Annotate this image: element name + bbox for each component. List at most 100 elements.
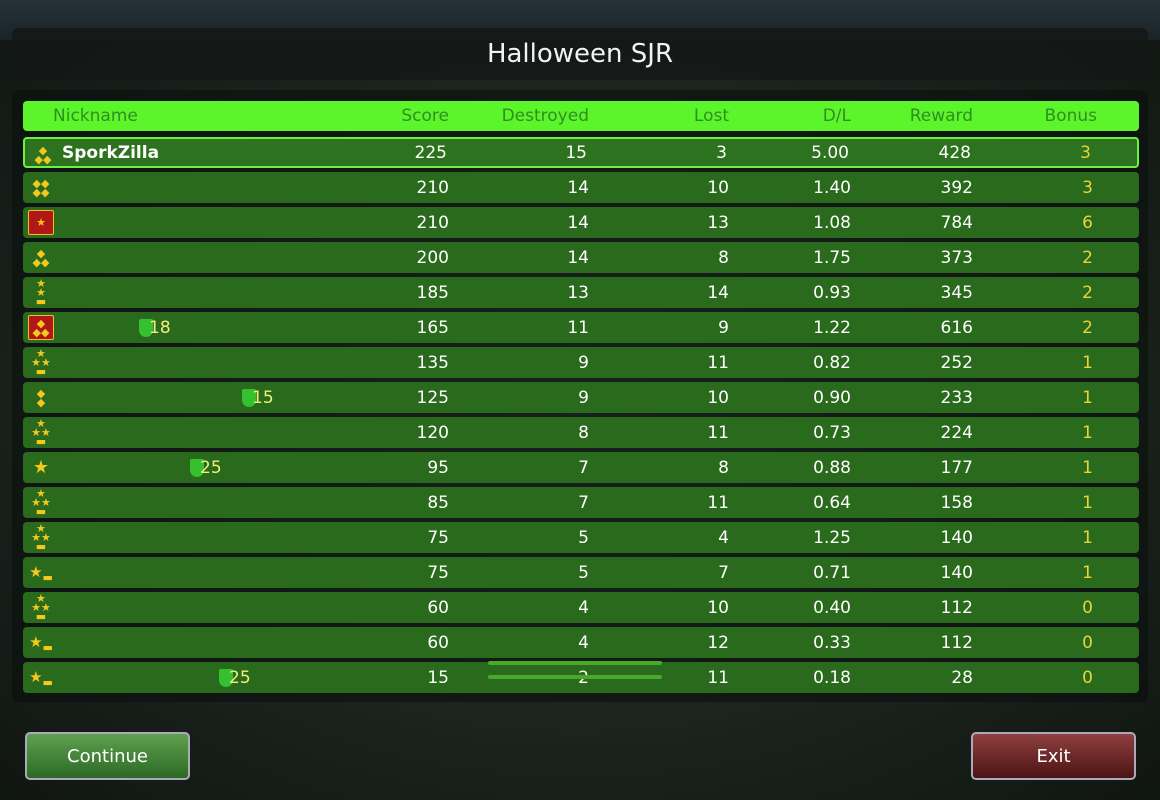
reward-cell: 177 [940, 457, 973, 478]
reward-cell: 428 [938, 142, 971, 163]
shield-icon [219, 668, 233, 687]
table-row[interactable]: ★ ★★ ▬ 60 4 10 0.40 112 0 [23, 592, 1139, 623]
table-row[interactable]: ★ ★★ ▬ 135 9 11 0.82 252 1 [23, 347, 1139, 378]
score-cell: 120 [416, 422, 449, 443]
progress-line [488, 675, 662, 679]
score-cell: 185 [416, 282, 449, 303]
lost-cell: 8 [718, 247, 729, 268]
bonus-cell: 1 [1082, 527, 1093, 548]
table-header: Nickname Score Destroyed Lost D/L Reward… [23, 101, 1139, 131]
bonus-cell: 3 [1082, 177, 1093, 198]
continue-button[interactable]: Continue [25, 732, 190, 780]
score-cell: 75 [427, 562, 449, 583]
destroyed-cell: 14 [567, 247, 589, 268]
lost-cell: 12 [707, 632, 729, 653]
table-row[interactable]: ★ ★★ ▬ 75 5 4 1.25 140 1 [23, 522, 1139, 553]
score-cell: 135 [416, 352, 449, 373]
table-row[interactable]: ◆ ◆◆ 200 14 8 1.75 373 2 [23, 242, 1139, 273]
rank-star-bar-icon: ★ ▬ [29, 633, 53, 654]
rank-3-stars-bar-icon: ★ ★★ ▬ [31, 417, 51, 448]
rank-3-stars-bar-icon: ★ ★★ ▬ [31, 522, 51, 553]
level-badge: 25 [190, 458, 222, 478]
destroyed-cell: 7 [578, 492, 589, 513]
bonus-cell: 2 [1082, 282, 1093, 303]
lost-cell: 11 [707, 492, 729, 513]
lost-cell: 3 [716, 142, 727, 163]
bonus-cell: 1 [1082, 352, 1093, 373]
destroyed-cell: 5 [578, 562, 589, 583]
destroyed-cell: 7 [578, 457, 589, 478]
destroyed-cell: 13 [567, 282, 589, 303]
destroyed-cell: 9 [578, 387, 589, 408]
dl-cell: 0.71 [813, 562, 851, 583]
score-cell: 210 [416, 177, 449, 198]
dl-cell: 0.18 [813, 667, 851, 688]
dl-cell: 0.88 [813, 457, 851, 478]
reward-cell: 112 [940, 597, 973, 618]
lost-cell: 11 [707, 352, 729, 373]
table-row[interactable]: ★ 25 95 7 8 0.88 177 1 [23, 452, 1139, 483]
reward-cell: 616 [940, 317, 973, 338]
bonus-cell: 1 [1082, 492, 1093, 513]
lost-cell: 10 [707, 597, 729, 618]
destroyed-cell: 15 [565, 142, 587, 163]
progress-line [488, 661, 662, 665]
score-cell: 210 [416, 212, 449, 233]
destroyed-cell: 8 [578, 422, 589, 443]
lost-cell: 11 [707, 422, 729, 443]
table-row[interactable]: ★ ★★ ▬ 120 8 11 0.73 224 1 [23, 417, 1139, 448]
lost-cell: 8 [718, 457, 729, 478]
exit-button[interactable]: Exit [971, 732, 1136, 780]
table-row[interactable]: ◆ ◆◆ 18 165 11 9 1.22 616 2 [23, 312, 1139, 343]
bonus-cell: 2 [1082, 247, 1093, 268]
bonus-cell: 1 [1082, 457, 1093, 478]
bonus-cell: 0 [1082, 632, 1093, 653]
dl-cell: 0.93 [813, 282, 851, 303]
table-row[interactable]: ◆◆ ◆◆ 210 14 10 1.40 392 3 [23, 172, 1139, 203]
destroyed-cell: 14 [567, 177, 589, 198]
rank-2-diamonds-icon: ◆ ◆ [36, 386, 46, 409]
reward-cell: 28 [951, 667, 973, 688]
level-value: 15 [252, 387, 274, 408]
score-cell: 75 [427, 527, 449, 548]
table-row[interactable]: ★ ▬ 75 5 7 0.71 140 1 [23, 557, 1139, 588]
dl-cell: 1.25 [813, 527, 851, 548]
bonus-cell: 1 [1082, 422, 1093, 443]
table-row[interactable]: ★ ★★ ▬ 85 7 11 0.64 158 1 [23, 487, 1139, 518]
table-row[interactable]: ★ ▬ 60 4 12 0.33 112 0 [23, 627, 1139, 658]
score-cell: 85 [427, 492, 449, 513]
level-value: 25 [229, 667, 251, 688]
dl-cell: 1.75 [813, 247, 851, 268]
destroyed-cell: 11 [567, 317, 589, 338]
score-cell: 95 [427, 457, 449, 478]
rank-red-3-diamonds-emblem-icon: ◆ ◆◆ [28, 315, 54, 340]
rank-4-diamonds-icon: ◆◆ ◆◆ [32, 176, 50, 199]
level-badge: 15 [242, 388, 274, 408]
col-score: Score [401, 106, 449, 126]
table-row[interactable]: ★ 210 14 13 1.08 784 6 [23, 207, 1139, 238]
reward-cell: 158 [940, 492, 973, 513]
rank-star-bar-icon: ★ ▬ [29, 563, 53, 584]
level-badge: 25 [219, 668, 251, 688]
dl-cell: 0.90 [813, 387, 851, 408]
col-nickname: Nickname [53, 106, 138, 126]
dl-cell: 1.40 [813, 177, 851, 198]
bonus-cell: 1 [1082, 387, 1093, 408]
reward-cell: 224 [940, 422, 973, 443]
dl-cell: 0.40 [813, 597, 851, 618]
lost-cell: 9 [718, 317, 729, 338]
table-row[interactable]: ★ ★ ▬ 185 13 14 0.93 345 2 [23, 277, 1139, 308]
rank-3-stars-bar-icon: ★ ★★ ▬ [31, 487, 51, 518]
table-row[interactable]: ◆ ◆◆ SporkZilla 225 15 3 5.00 428 3 [23, 137, 1139, 168]
reward-cell: 140 [940, 562, 973, 583]
destroyed-cell: 9 [578, 352, 589, 373]
score-cell: 60 [427, 632, 449, 653]
page-title: Halloween SJR [12, 28, 1148, 80]
table-row[interactable]: ◆ ◆ 15 125 9 10 0.90 233 1 [23, 382, 1139, 413]
destroyed-cell: 4 [578, 632, 589, 653]
shield-icon [139, 318, 153, 337]
col-bonus: Bonus [1044, 106, 1097, 126]
reward-cell: 345 [940, 282, 973, 303]
score-cell: 60 [427, 597, 449, 618]
score-cell: 225 [414, 142, 447, 163]
